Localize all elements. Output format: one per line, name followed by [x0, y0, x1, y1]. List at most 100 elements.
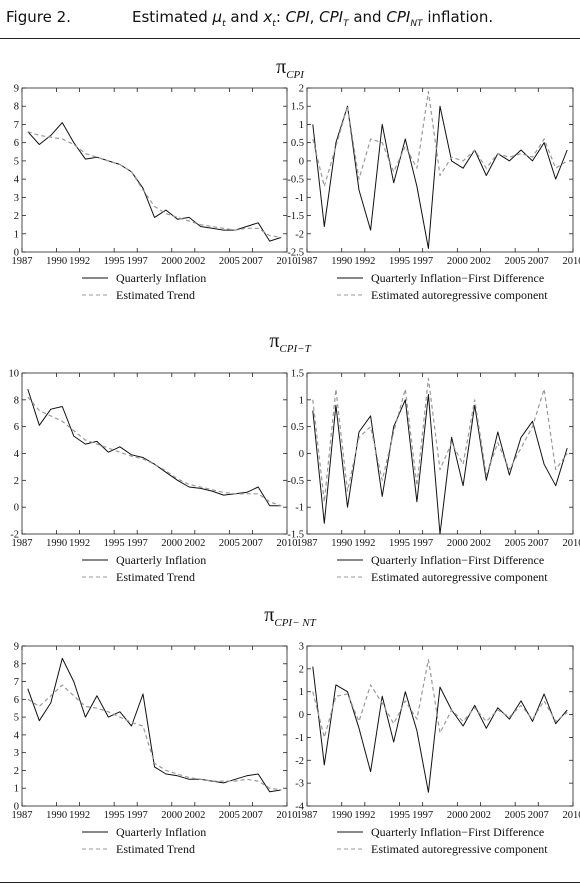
title-fragment: CPI: [285, 8, 310, 26]
y-tick-label: 2: [14, 766, 19, 777]
y-tick-label: 6: [14, 422, 19, 433]
x-tick-label: 2010: [563, 538, 580, 549]
series-line-solid: [27, 657, 282, 793]
y-tick-label: -1: [295, 733, 304, 744]
y-tick-label: -2: [295, 229, 304, 240]
x-tick-label: 1995: [389, 256, 410, 267]
x-tick-label: 1990: [46, 810, 67, 821]
y-tick-label: 8: [14, 659, 19, 670]
x-tick-label: 1990: [331, 810, 352, 821]
y-tick-label: 0: [299, 156, 304, 167]
x-tick-label: 1992: [354, 538, 375, 549]
series-line-dashed: [312, 90, 568, 187]
y-tick-label: -2: [10, 530, 19, 541]
x-tick-label: 2005: [219, 256, 240, 267]
x-tick-label: 2002: [470, 810, 491, 821]
legend-label: Quarterly Inflation: [116, 553, 206, 567]
title-fragment: T: [343, 19, 349, 29]
series-line-dashed: [27, 684, 282, 791]
plot-frame: [306, 645, 574, 807]
x-tick-label: 1997: [127, 256, 148, 267]
x-tick-label: 2000: [447, 538, 468, 549]
plot-frame: [306, 372, 574, 535]
legend-label: Quarterly Inflation−First Difference: [371, 553, 544, 567]
title-fragment: NT: [410, 19, 423, 29]
x-tick-label: 1990: [331, 538, 352, 549]
section-symbol: π: [264, 604, 275, 626]
chart-cpint-trend: 0 1 2 3 4 5 6 7 8 9 1987 1990 1992 1995 1997 2000 2002 20…: [12, 642, 298, 857]
y-tick-label: 1: [299, 120, 304, 131]
x-tick-label: 1992: [354, 810, 375, 821]
section-title-cpi-t: πCPI−T: [0, 330, 580, 355]
series-line-dashed: [312, 659, 568, 739]
legend-label: Estimated Trend: [116, 842, 195, 856]
y-tick-label: 0: [299, 710, 304, 721]
x-tick-label: 2000: [161, 810, 182, 821]
y-tick-label: 9: [14, 642, 19, 653]
y-tick-label: -3: [295, 779, 304, 790]
figure-label: Figure 2.: [6, 8, 71, 26]
y-tick-label: -0.5: [287, 175, 304, 186]
title-fragment: :: [275, 8, 286, 26]
x-tick-label: 1990: [46, 256, 67, 267]
x-tick-label: 1987: [297, 538, 318, 549]
x-tick-label: 2002: [470, 538, 491, 549]
y-tick-label: 1.5: [291, 369, 304, 380]
x-tick-label: 1995: [389, 810, 410, 821]
y-tick-label: 0: [14, 503, 19, 514]
title-fragment: CPI: [319, 8, 344, 26]
y-tick-label: -0.5: [287, 476, 304, 487]
section-subscript: CPI−T: [279, 343, 311, 355]
x-tick-label: 1992: [354, 256, 375, 267]
y-tick-label: 1.5: [291, 102, 304, 113]
legend-label: Estimated autoregressive component: [371, 842, 548, 856]
y-tick-label: -1.5: [287, 211, 304, 222]
y-tick-label: 1: [299, 395, 304, 406]
plot-frame: [21, 645, 288, 807]
series-line-solid: [27, 388, 282, 507]
legend-label: Estimated autoregressive component: [371, 570, 548, 584]
x-tick-label: 2002: [184, 810, 205, 821]
y-tick-label: 5: [14, 713, 19, 724]
legend-label: Estimated Trend: [116, 570, 195, 584]
y-tick-label: 0: [14, 802, 19, 813]
x-tick-label: 1997: [412, 538, 433, 549]
y-tick-label: 4: [14, 449, 20, 460]
y-tick-label: 2: [14, 211, 19, 222]
figure-title: Estimated μt and xt: CPI, CPIT and CPINT…: [132, 8, 493, 29]
y-tick-label: 2: [299, 664, 304, 675]
x-tick-label: 1987: [297, 256, 318, 267]
x-tick-label: 2000: [447, 810, 468, 821]
bottom-rule: [0, 882, 580, 883]
x-tick-label: 1987: [12, 256, 33, 267]
x-tick-label: 1995: [389, 538, 410, 549]
top-rule: [0, 38, 580, 39]
chart-cpi-trend: 0 1 2 3 4 5 6 7 8 9 1987 1990 1992 1995 1997 2000 2002 20…: [12, 84, 298, 303]
plot-frame: [306, 87, 574, 253]
x-tick-label: 2000: [161, 538, 182, 549]
x-tick-label: 2010: [277, 256, 298, 267]
legend-label: Quarterly Inflation−First Difference: [371, 825, 544, 839]
y-tick-label: 8: [14, 102, 19, 113]
y-tick-label: 1: [14, 229, 19, 240]
y-tick-label: 5: [14, 156, 19, 167]
y-tick-label: -1: [295, 193, 304, 204]
section-subscript: CPI: [286, 69, 304, 81]
y-tick-label: 8: [14, 395, 19, 406]
title-fragment: t: [272, 19, 276, 29]
x-tick-label: 2005: [505, 256, 526, 267]
series-line-solid: [27, 122, 282, 242]
y-tick-label: 4: [14, 730, 20, 741]
x-tick-label: 1995: [104, 538, 125, 549]
section-symbol: π: [276, 56, 287, 78]
plot-frame: [21, 372, 288, 535]
series-line-solid: [312, 666, 568, 793]
chart-cpint-ar: -4 -3 -2 -1 0 1 2 3 1987 1990 1992 1995 1997 2000 2002…: [295, 642, 580, 857]
y-tick-label: -2.5: [287, 248, 304, 259]
x-tick-label: 2000: [161, 256, 182, 267]
y-tick-label: 0: [299, 449, 304, 460]
x-tick-label: 2002: [184, 256, 205, 267]
x-tick-label: 2007: [528, 810, 549, 821]
title-fragment: and: [348, 8, 387, 26]
